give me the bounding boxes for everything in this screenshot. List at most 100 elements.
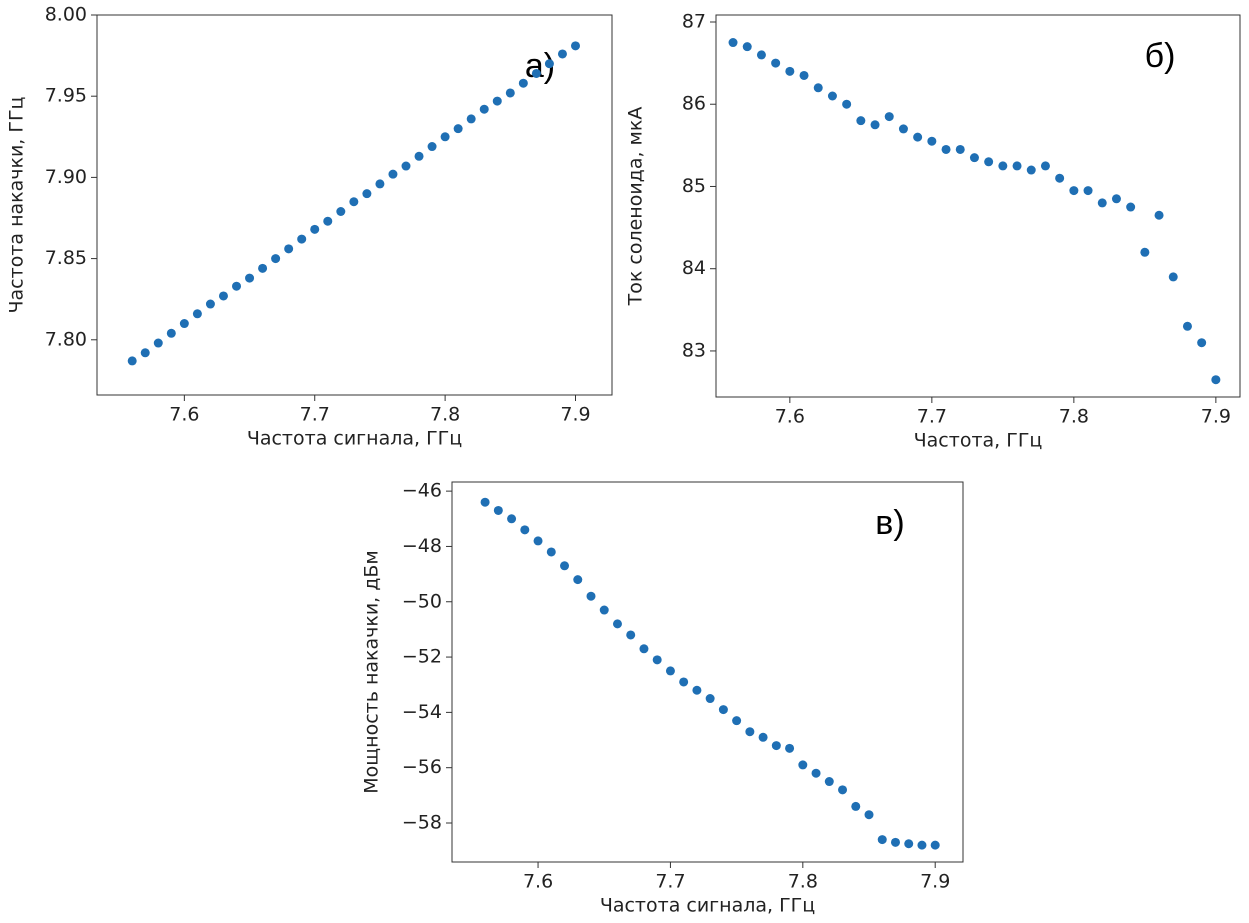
data-point xyxy=(544,59,554,69)
plot-frame xyxy=(715,14,1241,398)
data-point xyxy=(870,120,880,130)
data-point xyxy=(140,348,150,358)
data-point xyxy=(927,136,937,146)
x-tick-label: 7.8 xyxy=(1059,406,1089,428)
data-point xyxy=(323,216,333,226)
data-point xyxy=(557,49,567,59)
x-tick-label: 7.7 xyxy=(655,871,685,893)
data-point xyxy=(692,685,702,695)
data-point xyxy=(427,142,437,152)
data-point xyxy=(785,743,795,753)
y-axis-label: Частота накачки, ГГц xyxy=(6,96,28,313)
data-point xyxy=(531,68,541,78)
data-point xyxy=(842,99,852,109)
x-axis-label: Частота сигнала, ГГц xyxy=(600,895,815,917)
data-point xyxy=(166,328,176,338)
data-point xyxy=(258,263,268,273)
y-tick-label: −56 xyxy=(402,756,442,778)
data-point xyxy=(890,837,900,847)
data-point xyxy=(864,810,874,820)
data-point xyxy=(1055,173,1065,183)
data-point xyxy=(984,157,994,167)
y-tick-label: 7.90 xyxy=(45,166,87,188)
data-point xyxy=(917,840,927,850)
data-point xyxy=(1154,210,1164,220)
data-point xyxy=(505,88,515,98)
data-point xyxy=(851,801,861,811)
data-point xyxy=(493,505,503,515)
data-point xyxy=(728,38,738,48)
data-point xyxy=(153,338,163,348)
plot-frame xyxy=(451,481,964,863)
data-point xyxy=(811,768,821,778)
data-point xyxy=(1182,321,1192,331)
x-tick-label: 7.9 xyxy=(560,404,590,426)
data-point xyxy=(718,705,728,715)
x-tick-label: 7.8 xyxy=(788,871,818,893)
data-point xyxy=(599,605,609,615)
y-axis-label: Ток соленоида, мкА xyxy=(625,107,647,307)
data-point xyxy=(652,655,662,665)
data-point xyxy=(785,66,795,76)
data-point xyxy=(1211,375,1221,385)
y-tick-label: 85 xyxy=(682,175,706,197)
data-point xyxy=(127,356,137,366)
y-tick-label: 8.00 xyxy=(45,4,87,26)
data-point xyxy=(758,732,768,742)
data-point xyxy=(232,281,242,291)
data-point xyxy=(612,619,622,629)
data-point xyxy=(570,41,580,51)
panel-label: в) xyxy=(875,504,904,542)
data-point xyxy=(375,179,385,189)
data-point xyxy=(586,591,596,601)
data-point xyxy=(756,50,766,60)
y-axis-label: Мощность накачки, дБм xyxy=(361,550,383,794)
data-point xyxy=(998,161,1008,171)
data-point xyxy=(1026,165,1036,175)
data-point xyxy=(414,151,424,161)
data-point xyxy=(930,840,940,850)
data-point xyxy=(813,83,823,93)
data-point xyxy=(492,96,502,106)
data-point xyxy=(1083,186,1093,196)
data-point xyxy=(205,299,215,309)
x-tick-label: 7.6 xyxy=(523,871,553,893)
data-point xyxy=(626,630,636,640)
data-point xyxy=(679,677,689,687)
data-point xyxy=(827,91,837,101)
data-point xyxy=(546,547,556,557)
data-point xyxy=(1012,161,1022,171)
x-tick-label: 7.8 xyxy=(430,404,460,426)
data-point xyxy=(838,785,848,795)
data-point xyxy=(310,224,320,234)
data-point xyxy=(941,144,951,154)
y-tick-label: −52 xyxy=(402,646,442,668)
data-point xyxy=(533,536,543,546)
x-tick-label: 7.6 xyxy=(775,406,805,428)
data-point xyxy=(898,124,908,134)
data-point xyxy=(192,309,202,319)
x-axis-label: Частота, ГГц xyxy=(914,430,1043,452)
panel-label: б) xyxy=(1145,37,1176,75)
y-tick-label: −50 xyxy=(402,590,442,612)
data-point xyxy=(388,169,398,179)
data-point xyxy=(297,234,307,244)
data-point xyxy=(1069,186,1079,196)
x-tick-label: 7.7 xyxy=(300,404,330,426)
data-point xyxy=(573,575,583,585)
data-point xyxy=(453,124,463,134)
data-point xyxy=(1168,272,1178,282)
x-tick-label: 7.9 xyxy=(920,871,950,893)
data-point xyxy=(218,291,228,301)
data-point xyxy=(639,644,649,654)
data-point xyxy=(771,58,781,68)
data-point xyxy=(904,839,914,849)
y-tick-label: −58 xyxy=(402,812,442,834)
y-tick-label: 7.95 xyxy=(45,85,87,107)
x-tick-label: 7.6 xyxy=(169,404,199,426)
data-point xyxy=(440,132,450,142)
data-point xyxy=(1040,161,1050,171)
data-point xyxy=(271,254,281,264)
y-tick-label: 7.80 xyxy=(45,328,87,350)
